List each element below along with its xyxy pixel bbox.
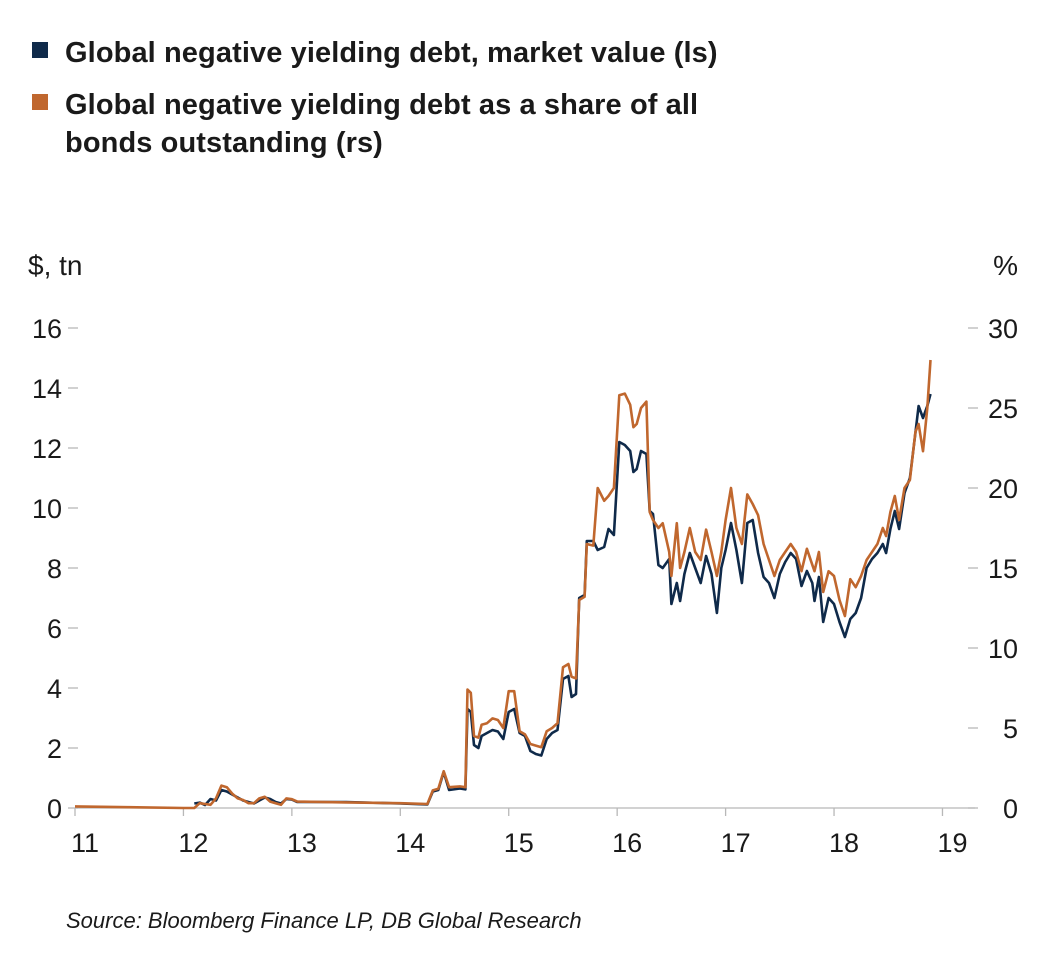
x-axis-tick-label: 16 bbox=[612, 828, 642, 858]
x-axis-tick-label: 19 bbox=[937, 828, 967, 858]
left-axis-tick-label: 4 bbox=[47, 674, 62, 704]
series-line-market-value bbox=[194, 393, 932, 807]
right-axis-tick-label: 20 bbox=[988, 474, 1018, 504]
x-axis-tick-label: 18 bbox=[829, 828, 859, 858]
right-axis-tick-label: 30 bbox=[988, 314, 1018, 344]
right-axis-tick-label: 0 bbox=[1003, 794, 1018, 824]
legend-swatch-orange bbox=[32, 94, 48, 110]
x-axis-tick-label: 17 bbox=[721, 828, 751, 858]
right-axis-unit-label: % bbox=[993, 250, 1018, 281]
legend-swatch-navy bbox=[32, 42, 48, 58]
legend-label-market-value: Global negative yielding debt, market va… bbox=[65, 37, 718, 69]
left-axis-tick-label: 0 bbox=[47, 794, 62, 824]
x-axis-tick-label: 15 bbox=[504, 828, 534, 858]
legend-item-market-value: Global negative yielding debt, market va… bbox=[32, 34, 932, 72]
legend-label-share: Global negative yielding debt as a share… bbox=[65, 89, 699, 159]
left-axis-tick-label: 16 bbox=[32, 314, 62, 344]
right-axis-tick-label: 25 bbox=[988, 394, 1018, 424]
chart-plot: 0 2 4 6 8 10 12 14 16 0 5 10 15 20 25 30 11 12 13 14 15 16 17 1… bbox=[32, 314, 1018, 858]
x-axis-tick-label: 13 bbox=[287, 828, 317, 858]
right-axis-tick-label: 15 bbox=[988, 554, 1018, 584]
right-axis-tick-label: 10 bbox=[988, 634, 1018, 664]
left-axis-tick-label: 6 bbox=[47, 614, 62, 644]
left-axis-tick-label: 10 bbox=[32, 494, 62, 524]
left-axis-tick-label: 8 bbox=[47, 554, 62, 584]
legend-item-share: Global negative yielding debt as a share… bbox=[32, 86, 932, 162]
x-axis-tick-label: 14 bbox=[395, 828, 425, 858]
left-axis-tick-label: 14 bbox=[32, 374, 62, 404]
x-axis-tick-label: 12 bbox=[178, 828, 208, 858]
source-note: Source: Bloomberg Finance LP, DB Global … bbox=[66, 908, 582, 933]
left-axis-tick-label: 12 bbox=[32, 434, 62, 464]
right-axis-tick-label: 5 bbox=[1003, 714, 1018, 744]
x-axis-tick-label: 11 bbox=[71, 828, 99, 858]
left-axis-tick-label: 2 bbox=[47, 734, 62, 764]
legend: Global negative yielding debt, market va… bbox=[32, 34, 932, 176]
series-line-share bbox=[74, 359, 932, 810]
left-axis-unit-label: $, tn bbox=[28, 250, 83, 281]
